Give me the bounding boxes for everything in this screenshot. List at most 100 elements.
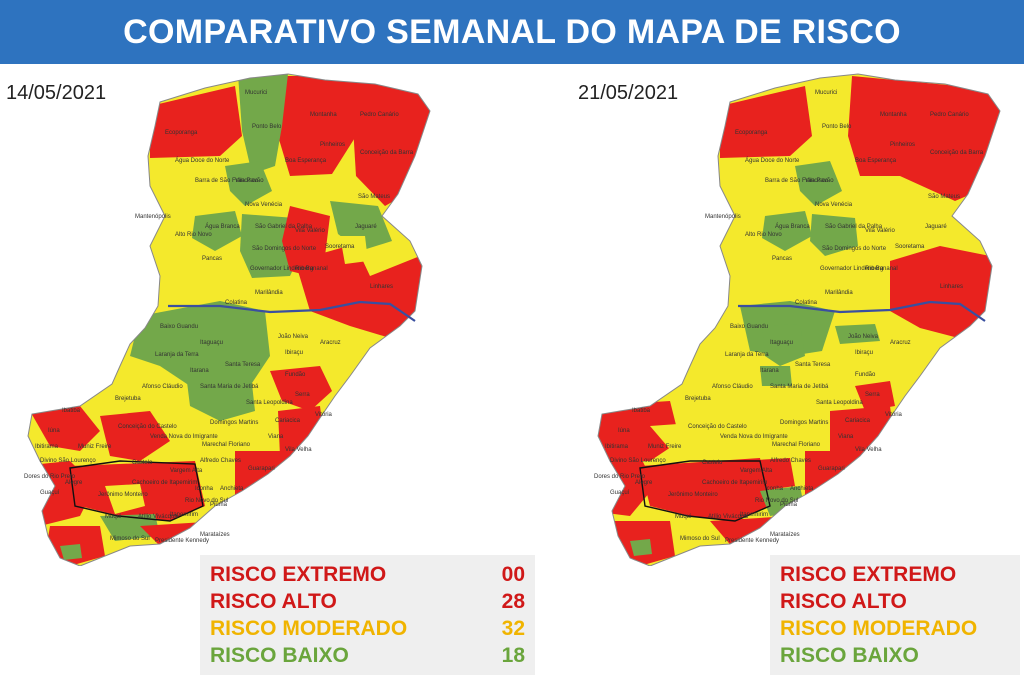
label-santa-teresa: Santa Teresa	[795, 362, 831, 368]
label-rio-novo-sul: Rio Novo do Sul	[755, 498, 798, 504]
label-governador: Governador Lindenberg	[820, 266, 883, 272]
label-alfredo-chaves: Alfredo Chaves	[200, 458, 241, 464]
legend-label: RISCO BAIXO	[210, 644, 349, 667]
label-guacui: Guaçuí	[40, 490, 60, 496]
label-fundao: Fundão	[285, 372, 306, 378]
label-alfredo-chaves: Alfredo Chaves	[770, 458, 811, 464]
legend-label: RISCO MODERADO	[780, 617, 978, 640]
label-piuma: Piúma	[210, 502, 228, 508]
rio-doce-river	[168, 300, 416, 322]
page-title: COMPARATIVO SEMANAL DO MAPA DE RISCO	[123, 12, 901, 51]
legend-row-baixo: RISCO BAIXO	[780, 642, 1010, 669]
label-ibitirama: Ibitirama	[605, 444, 629, 450]
label-cachoeiro: Cachoeiro de Itapemirim	[132, 480, 197, 486]
label-jeronimo: Jerônimo Monteiro	[668, 492, 718, 498]
label-santa-leopoldina: Santa Leopoldina	[246, 400, 293, 406]
label-conceicao-castelo: Conceição do Castelo	[118, 424, 177, 430]
label-baixo-guandu: Baixo Guandu	[160, 324, 198, 330]
label-mantenopolis: Mantenópolis	[705, 214, 741, 220]
legend-label: RISCO EXTREMO	[210, 563, 387, 586]
label-sooretama: Sooretama	[895, 244, 925, 250]
legend-count: 00	[501, 563, 525, 586]
right-date: 21/05/2021	[578, 82, 679, 104]
label-colatina: Colatina	[225, 300, 248, 306]
label-presidente-kennedy: Presidente Kennedy	[155, 538, 209, 544]
region-sao-jose-calcado	[60, 544, 82, 560]
label-castelo: Castelo	[132, 460, 153, 466]
legend-row-extremo: RISCO EXTREMO 00	[210, 561, 525, 588]
title-bar: COMPARATIVO SEMANAL DO MAPA DE RISCO	[0, 0, 1024, 64]
label-pinheiros: Pinheiros	[890, 142, 915, 148]
label-montanha: Montanha	[310, 112, 337, 118]
rio-doce-river	[738, 300, 986, 322]
label-venda-nova: Venda Nova do Imigrante	[720, 434, 788, 440]
label-iconha: Iconha	[765, 486, 784, 492]
label-barra-sao-francisco: Barra de São Francisco	[195, 178, 259, 184]
label-marechal: Marechal Floriano	[202, 442, 251, 448]
label-colatina: Colatina	[795, 300, 818, 306]
label-boa-esperanca: Boa Esperança	[855, 158, 897, 164]
label-anchieta: Anchieta	[790, 486, 814, 492]
region-agua-branca	[192, 211, 242, 251]
label-domingos-martins: Domingos Martins	[780, 420, 828, 426]
label-laranja: Laranja da Terra	[725, 352, 769, 358]
label-santa-maria: Santa Maria de Jetibá	[200, 384, 259, 390]
region-muqui	[100, 514, 160, 541]
label-linhares: Linhares	[940, 284, 963, 290]
label-ecoporanga: Ecoporanga	[165, 130, 198, 136]
itapemirim-border	[69, 460, 204, 522]
region-muqui	[675, 521, 720, 538]
label-barra-sao-francisco: Barra de São Francisco	[765, 178, 829, 184]
label-muqui: Muqui	[675, 514, 691, 520]
legend-label: RISCO BAIXO	[780, 644, 919, 667]
label-cachoeiro: Cachoeiro de Itapemirim	[702, 480, 767, 486]
label-guacui: Guaçuí	[610, 490, 630, 496]
label-mucurici: Mucurici	[245, 90, 267, 96]
label-baixo-guandu: Baixo Guandu	[730, 324, 768, 330]
label-itapemirim: Itapemirim	[170, 512, 198, 518]
legend-row-moderado: RISCO MODERADO	[780, 615, 1010, 642]
label-sao-mateus: São Mateus	[358, 194, 390, 200]
label-conceicao-barra: Conceição da Barra	[930, 150, 984, 156]
itapemirim-border	[639, 460, 771, 522]
label-vila-velha: Vila Velha	[285, 447, 312, 453]
label-serra: Serra	[295, 392, 310, 398]
legend-count: 28	[501, 590, 525, 613]
legend-label: RISCO EXTREMO	[780, 563, 957, 586]
region-vila-pavao	[225, 161, 272, 206]
label-fundao: Fundão	[855, 372, 876, 378]
label-iuna: Iúna	[618, 428, 630, 434]
legend-label: RISCO ALTO	[780, 590, 907, 613]
label-vila-velha: Vila Velha	[855, 447, 882, 453]
region-conceicao-castelo	[100, 411, 170, 461]
label-viana: Viana	[268, 434, 284, 440]
left-map-labels: Mucurici Montanha Pedro Canário Ecoporan…	[24, 90, 414, 544]
label-santa-teresa: Santa Teresa	[225, 362, 261, 368]
label-alto-rio-novo: Alto Rio Novo	[175, 232, 212, 238]
label-castelo: Castelo	[702, 460, 723, 466]
region-guarapari	[235, 451, 295, 516]
label-vitoria: Vitória	[885, 412, 903, 418]
label-marilandia: Marilândia	[825, 290, 853, 296]
label-ibiracu: Ibiraçu	[285, 350, 303, 356]
label-laranja: Laranja da Terra	[155, 352, 199, 358]
label-ponto-belo: Ponto Belo	[252, 124, 282, 130]
label-guarapari: Guarapari	[248, 466, 275, 472]
label-nova-venecia: Nova Venécia	[815, 202, 853, 208]
region-ecoporanga	[720, 86, 812, 158]
label-divino: Divino São Lourenço	[610, 458, 666, 464]
label-rio-novo-sul: Rio Novo do Sul	[185, 498, 228, 504]
label-jaguare: Jaguaré	[925, 224, 947, 230]
label-dores: Dores do Rio Preto	[594, 474, 646, 480]
region-guarapari	[805, 451, 865, 516]
region-linhares	[295, 244, 430, 341]
legend-row-baixo: RISCO BAIXO 18	[210, 642, 525, 669]
label-brejetuba: Brejetuba	[685, 396, 711, 402]
label-dores: Dores do Rio Preto	[24, 474, 76, 480]
label-montanha: Montanha	[880, 112, 907, 118]
legend-row-alto: RISCO ALTO	[780, 588, 1010, 615]
legend-row-extremo: RISCO EXTREMO	[780, 561, 1010, 588]
label-vargem-alta: Vargem Alta	[740, 468, 773, 474]
label-santa-maria: Santa Maria de Jetibá	[770, 384, 829, 390]
label-itaguacu: Itaguaçu	[200, 340, 223, 346]
